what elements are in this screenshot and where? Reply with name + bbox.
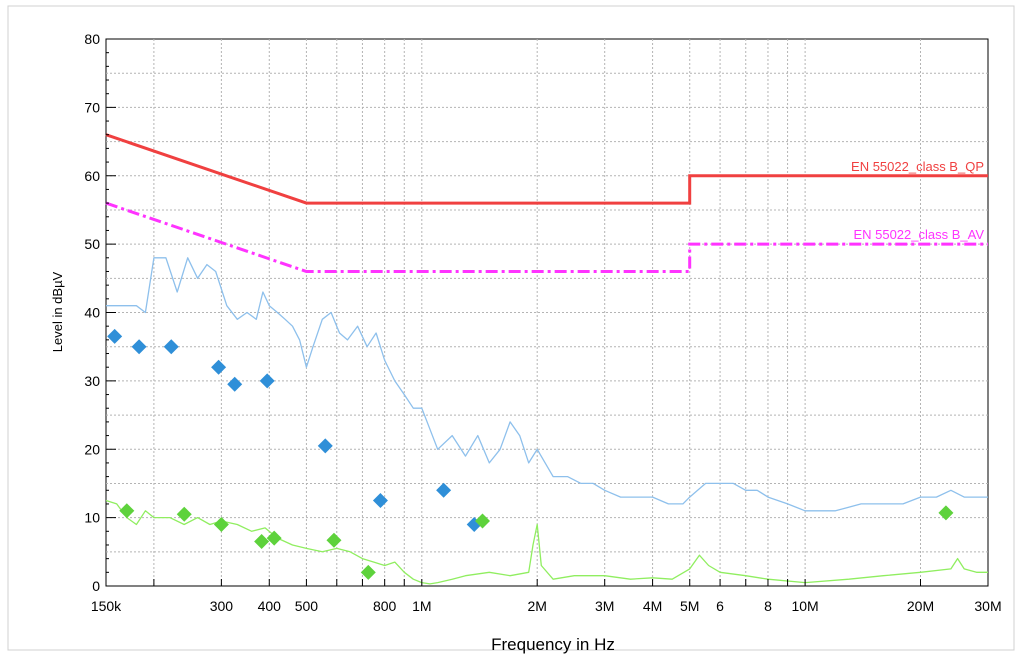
qp-marker <box>163 339 179 355</box>
qp-marker <box>227 376 243 392</box>
x-tick-label: 300 <box>210 598 234 614</box>
grid-horizontal <box>106 72 988 553</box>
av-marker <box>938 505 954 521</box>
qp-marker <box>317 438 333 454</box>
av-marker <box>360 564 376 580</box>
x-tick-label: 150k <box>91 598 122 614</box>
x-tick-label: 2M <box>527 598 546 614</box>
av-marker <box>254 534 270 550</box>
peak-trace <box>106 257 988 512</box>
x-tick-label: 500 <box>295 598 319 614</box>
x-tick-label: 8 <box>764 598 772 614</box>
y-axis-ticks: 0 10 20 30 40 50 60 70 80 <box>84 31 116 594</box>
y-tick-label: 10 <box>84 510 100 526</box>
y-tick-label: 80 <box>84 31 100 47</box>
x-axis-label: Frequency in Hz <box>491 635 615 654</box>
qp-marker <box>211 359 227 375</box>
y-axis-label: Level in dBµV <box>50 271 65 352</box>
x-tick-label: 20M <box>907 598 934 614</box>
qp-marker <box>107 328 123 344</box>
x-tick-label: 3M <box>595 598 614 614</box>
marker-group <box>107 328 954 580</box>
x-tick-label: 800 <box>373 598 397 614</box>
av-marker <box>119 503 135 519</box>
av-marker <box>475 513 491 529</box>
y-tick-label: 0 <box>92 578 100 594</box>
x-tick-label: 1M <box>412 598 431 614</box>
y-tick-label: 30 <box>84 373 100 389</box>
x-tick-label: 400 <box>258 598 282 614</box>
av-marker <box>266 530 282 546</box>
qp-marker <box>372 493 388 509</box>
y-tick-label: 40 <box>84 305 100 321</box>
av-limit-label: EN 55022_class B_AV <box>853 227 984 242</box>
y-tick-label: 20 <box>84 441 100 457</box>
av-limit-line <box>105 201 988 273</box>
av-marker <box>326 532 342 548</box>
av-marker <box>176 506 192 522</box>
x-tick-label: 5M <box>680 598 699 614</box>
x-tick-label: 30M <box>974 598 1001 614</box>
qp-limit-line <box>105 133 988 205</box>
x-tick-label: 4M <box>643 598 662 614</box>
y-tick-label: 60 <box>84 168 100 184</box>
qp-marker <box>436 482 452 498</box>
qp-marker <box>131 339 147 355</box>
x-axis-ticks: 150k 300 400 500 800 1M 2M 3M 4M 5M 6 8 10M 20M 30M <box>91 579 1002 614</box>
limit-label-group: EN 55022_class B_QP EN 55022_class B_AV <box>851 159 984 242</box>
av-marker <box>213 516 229 532</box>
qp-limit-label: EN 55022_class B_QP <box>851 159 984 174</box>
limit-line-group <box>105 133 988 273</box>
x-tick-label: 6 <box>716 598 724 614</box>
y-tick-label: 50 <box>84 236 100 252</box>
qp-marker <box>259 373 275 389</box>
x-tick-label: 10M <box>791 598 818 614</box>
y-tick-label: 70 <box>84 99 100 115</box>
